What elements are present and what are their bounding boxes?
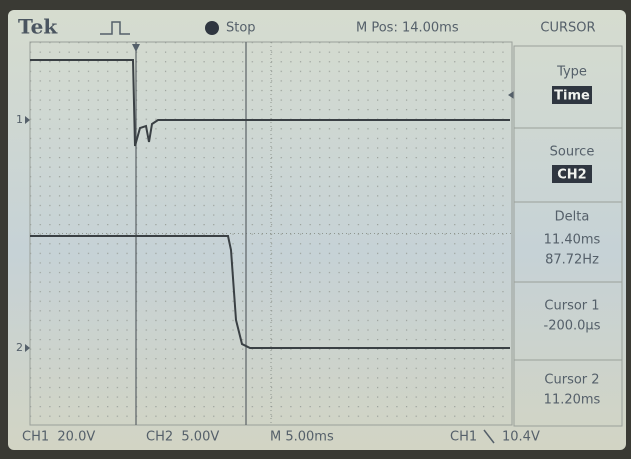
menu-label: Source (550, 145, 595, 160)
timebase: M 5.00ms (270, 430, 334, 445)
menu-title: CURSOR (540, 21, 595, 36)
trigger-position-marker (132, 44, 140, 52)
ch1-scale: CH1 20.0V (22, 430, 95, 445)
menu-label: Cursor 1 (544, 299, 599, 314)
trigger-level: 10.4V (502, 430, 540, 445)
menu-type: Type Time (513, 45, 623, 129)
ch1-marker: 1 (16, 113, 23, 126)
ch2-scale: CH2 5.00V (146, 430, 219, 445)
ch1-marker-arrow (25, 116, 30, 124)
brand: Tek (18, 15, 58, 39)
menu-value: -200.0µs (544, 319, 601, 334)
ch2-marker: 2 (16, 341, 23, 354)
menu-value: 11.40ms (544, 233, 601, 248)
run-indicator (205, 21, 219, 35)
menu-value: CH2 (557, 168, 586, 183)
trigger-source: CH1 (450, 430, 477, 445)
run-state: Stop (226, 21, 256, 36)
menu-value: 11.20ms (544, 393, 601, 408)
menu-label: Cursor 2 (544, 373, 599, 388)
menu-value: 87.72Hz (545, 253, 599, 268)
ch2-waveform (30, 235, 510, 349)
trigger-slope (483, 429, 495, 444)
ch1-waveform (30, 59, 510, 147)
menu-value: Time (554, 89, 590, 104)
menu-label: Type (556, 65, 587, 80)
menu-label: Delta (555, 210, 590, 225)
menu-box (513, 359, 623, 427)
trigger-level-marker (508, 91, 514, 99)
position: M Pos: 14.00ms (356, 21, 459, 36)
menu-value-bg (552, 165, 592, 183)
menu-cursor-2: Cursor 2 11.20ms (513, 359, 623, 427)
ch2-marker-arrow (25, 344, 30, 352)
menu-value-bg (552, 86, 592, 104)
trigger-icon (100, 21, 130, 35)
